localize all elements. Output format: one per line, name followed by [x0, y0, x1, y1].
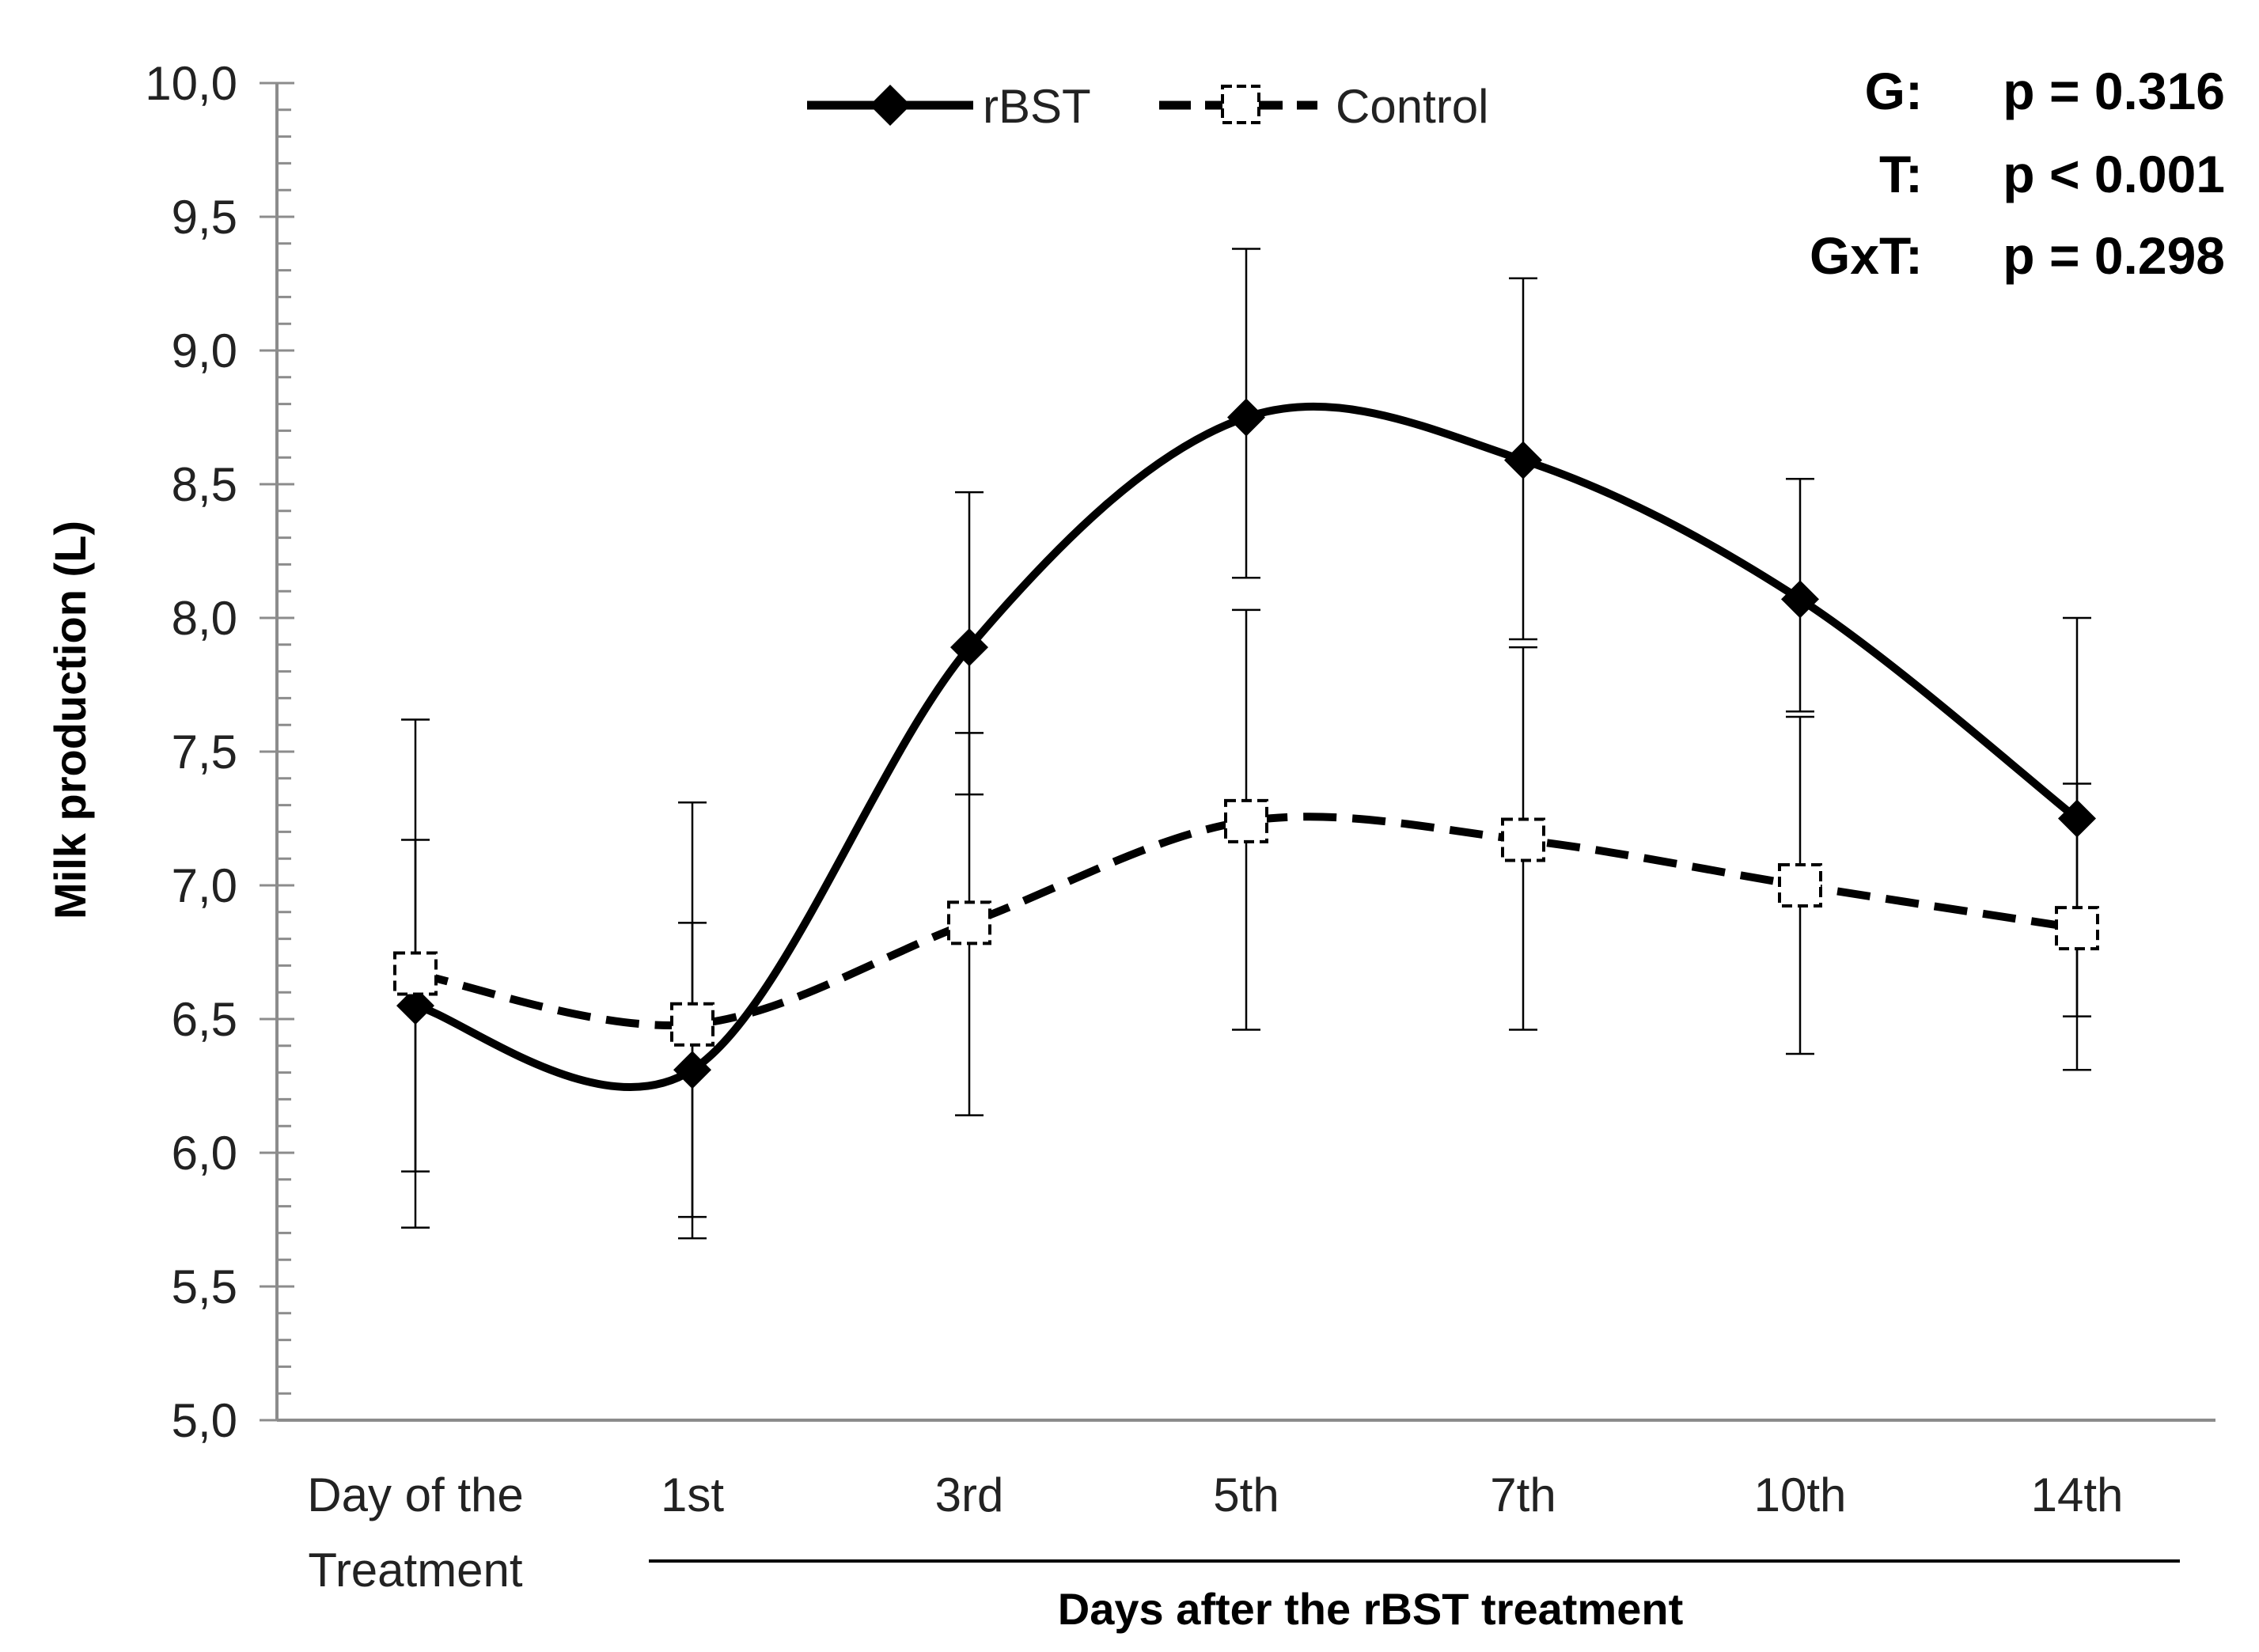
rbst-point — [950, 628, 988, 667]
x-tick-label: 5th — [1213, 1468, 1279, 1521]
y-tick-label: 6,0 — [172, 1127, 237, 1180]
stat-t-value: p < 0.001 — [2003, 145, 2225, 203]
x-axis: Day of the Treatment 1st 3rd 5th 7th 10th 14th — [277, 1419, 2215, 1597]
legend-control-label: Control — [1336, 80, 1488, 133]
stat-t-label: T: — [1879, 145, 1923, 203]
legend-control-marker — [1221, 85, 1260, 124]
x-tick-label: 1st — [661, 1468, 724, 1521]
control-point — [393, 951, 438, 996]
y-tick-label: 5,5 — [172, 1260, 237, 1313]
y-tick-label: 9,5 — [172, 191, 237, 244]
legend-rbst-marker — [870, 85, 911, 126]
y-tick-label: 8,5 — [172, 458, 237, 511]
control-point — [1778, 863, 1822, 907]
rbst-point — [1781, 580, 1819, 619]
y-tick-label: 7,5 — [172, 726, 237, 779]
error-bars — [401, 248, 2091, 1240]
control-point — [2055, 906, 2099, 951]
legend: rBST Control — [807, 80, 1488, 133]
y-axis-title: Milk production (L) — [45, 521, 95, 919]
x-tick-label: 14th — [2031, 1468, 2124, 1521]
y-tick-label: 7,0 — [172, 859, 237, 912]
rbst-point — [396, 987, 434, 1025]
control-point — [1224, 798, 1268, 843]
x-tick-label: 10th — [1754, 1468, 1847, 1521]
control-point — [1501, 817, 1545, 862]
y-tick-label: 10,0 — [145, 57, 237, 110]
x-tick-label: 7th — [1490, 1468, 1556, 1521]
stat-gxt-value: p = 0.298 — [2003, 226, 2225, 285]
y-axis: 5,0 5,5 6,0 6,5 7,0 7,5 8,0 8,5 9,0 9,5 10,0 — [145, 57, 294, 1447]
rbst-point — [2058, 799, 2096, 838]
x-tick-label-line2: Treatment — [308, 1544, 523, 1597]
rbst-point — [1504, 441, 1542, 479]
statistics-box: G: p = 0.316 T: p < 0.001 GxT: p = 0.298 — [1810, 62, 2225, 285]
stat-gxt-label: GxT: — [1810, 226, 1923, 285]
data-markers — [393, 398, 2099, 1089]
y-tick-label: 6,5 — [172, 993, 237, 1046]
rbst-point — [673, 1051, 711, 1089]
y-tick-label: 8,0 — [172, 592, 237, 645]
y-tick-label: 5,0 — [172, 1394, 237, 1447]
x-tick-label: 3rd — [935, 1468, 1004, 1521]
stat-g-label: G: — [1865, 62, 1923, 120]
stat-g-value: p = 0.316 — [2003, 62, 2225, 120]
x-axis-title: Days after the rBST treatment — [1058, 1584, 1683, 1634]
control-point — [670, 1002, 714, 1047]
x-tick-label: Day of the — [307, 1468, 524, 1521]
control-point — [947, 900, 991, 945]
rbst-point — [1227, 398, 1265, 437]
legend-rbst-label: rBST — [983, 80, 1091, 133]
y-tick-label: 9,0 — [172, 324, 237, 377]
